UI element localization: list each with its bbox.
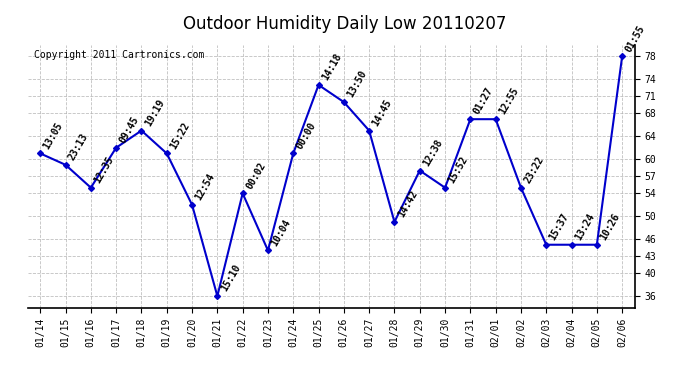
Text: 15:22: 15:22 xyxy=(168,120,192,151)
Text: 01:27: 01:27 xyxy=(472,86,495,116)
Text: 19:19: 19:19 xyxy=(143,98,166,128)
Text: 00:00: 00:00 xyxy=(295,120,318,151)
Text: 14:45: 14:45 xyxy=(371,98,394,128)
Text: 00:02: 00:02 xyxy=(244,160,268,190)
Text: 13:05: 13:05 xyxy=(41,120,65,151)
Text: 13:50: 13:50 xyxy=(345,69,368,99)
Text: 09:45: 09:45 xyxy=(117,114,141,145)
Text: 13:24: 13:24 xyxy=(573,211,596,242)
Text: 10:26: 10:26 xyxy=(598,211,622,242)
Text: 12:35: 12:35 xyxy=(92,154,116,185)
Text: 15:52: 15:52 xyxy=(446,154,470,185)
Text: Copyright 2011 Cartronics.com: Copyright 2011 Cartronics.com xyxy=(34,50,204,60)
Text: Outdoor Humidity Daily Low 20110207: Outdoor Humidity Daily Low 20110207 xyxy=(184,15,506,33)
Text: 10:04: 10:04 xyxy=(269,217,293,248)
Text: 01:55: 01:55 xyxy=(624,23,647,54)
Text: 12:38: 12:38 xyxy=(421,137,444,168)
Text: 14:18: 14:18 xyxy=(320,52,344,82)
Text: 15:10: 15:10 xyxy=(219,263,242,293)
Text: 12:55: 12:55 xyxy=(497,86,520,116)
Text: 23:22: 23:22 xyxy=(522,154,546,185)
Text: 12:54: 12:54 xyxy=(193,172,217,202)
Text: 14:42: 14:42 xyxy=(396,189,420,219)
Text: 15:37: 15:37 xyxy=(548,211,571,242)
Text: 23:13: 23:13 xyxy=(67,132,90,162)
